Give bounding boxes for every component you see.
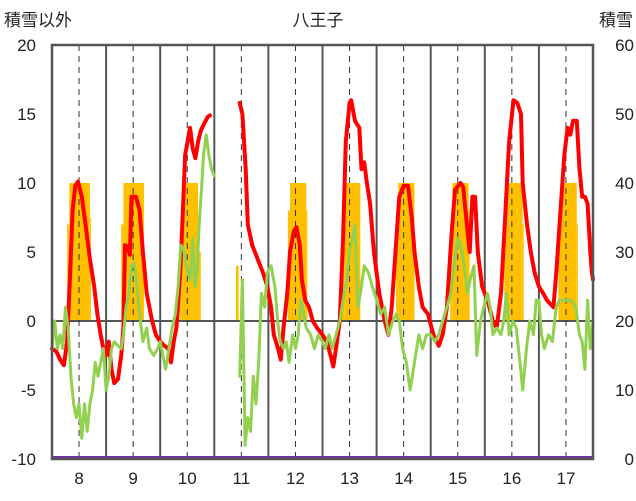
- plot-border: [50, 43, 595, 461]
- snow-bar-14: [396, 224, 399, 321]
- x-tick-label: 14: [394, 469, 413, 488]
- snow-bar-24: [576, 224, 578, 321]
- x-tick-label: 12: [286, 469, 305, 488]
- right-tick-label: 10: [615, 381, 634, 400]
- right-tick-label: 20: [615, 312, 634, 331]
- snow-bar-21: [522, 224, 524, 321]
- right-tick-label: 0: [625, 450, 634, 469]
- left-tick-label: 15: [17, 105, 36, 124]
- x-tick-label: 17: [556, 469, 575, 488]
- x-tick-label: 9: [128, 469, 137, 488]
- snow-bar-19: [504, 224, 507, 321]
- snow-bar-16: [450, 224, 453, 321]
- x-tick-label: 10: [178, 469, 197, 488]
- x-tick-label: 8: [74, 469, 83, 488]
- left-tick-label: -5: [21, 381, 36, 400]
- x-tick-label: 15: [448, 469, 467, 488]
- right-tick-label: 30: [615, 243, 634, 262]
- right-tick-label: 40: [615, 174, 634, 193]
- left-axis-label: 積雪以外: [4, 11, 72, 30]
- right-tick-label: 50: [615, 105, 634, 124]
- x-tick-label: 16: [502, 469, 521, 488]
- red-line-segment-1: [237, 98, 595, 369]
- left-tick-label: 0: [27, 312, 36, 331]
- snow-bar-3: [121, 224, 124, 321]
- left-tick-label: 10: [17, 174, 36, 193]
- left-tick-label: 5: [27, 243, 36, 262]
- x-tick-label: 13: [340, 469, 359, 488]
- plot-frame: [50, 43, 595, 461]
- green-line-segment-1: [238, 222, 595, 447]
- tick-labels: -10 -5 0 5 10 15 20 0 10 20 30 40 50 60 8 9 10 11 12 13 14 15…: [11, 36, 634, 488]
- left-tick-label: 20: [17, 36, 36, 55]
- snow-bar-22: [558, 224, 561, 321]
- snow-bar-11: [306, 210, 308, 321]
- snow-bar-20: [506, 183, 523, 321]
- left-tick-label: -10: [11, 450, 36, 469]
- right-tick-label: 60: [615, 36, 634, 55]
- red-line-segment-0: [50, 113, 212, 386]
- green-line-segment-0: [50, 133, 216, 440]
- right-axis-label: 積雪: [599, 11, 633, 30]
- snow-bar-23: [560, 183, 577, 321]
- snow-bar-7: [198, 252, 201, 321]
- snow-bar-8: [235, 265, 239, 321]
- x-tick-label: 11: [233, 469, 251, 488]
- snow-bar-18: [468, 210, 470, 321]
- chart-title: 八王子: [293, 11, 344, 30]
